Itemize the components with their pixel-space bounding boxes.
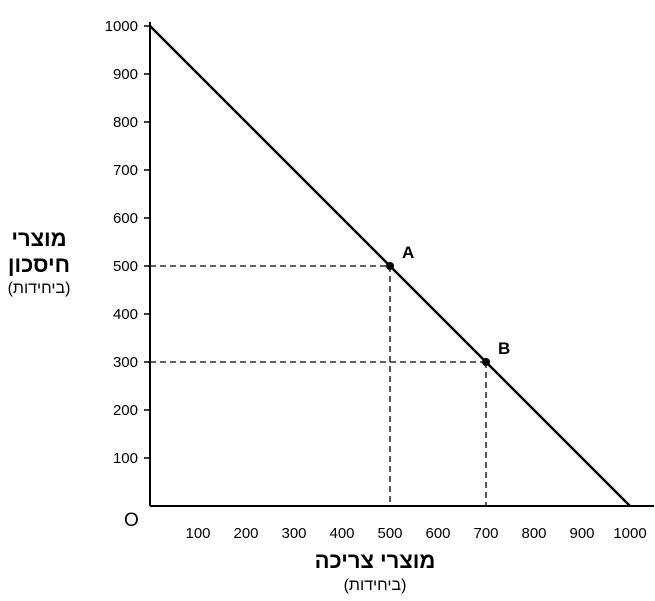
point-label: A xyxy=(402,243,414,262)
y-tick-label: 900 xyxy=(113,66,138,83)
x-tick-label: 400 xyxy=(329,525,354,542)
point-markers: AB xyxy=(386,243,510,366)
x-tick-label: 1000 xyxy=(613,525,646,542)
y-axis-label-line2: חיסכון xyxy=(7,252,71,277)
x-tick-label: 300 xyxy=(281,525,306,542)
x-tick-label: 700 xyxy=(473,525,498,542)
y-axis-unit: (ביחידות) xyxy=(7,280,71,297)
x-tick-label: 200 xyxy=(233,525,258,542)
y-axis-label-line1: מוצרי xyxy=(11,226,67,251)
x-tick-label: 600 xyxy=(425,525,450,542)
y-tick-label: 1000 xyxy=(105,18,138,35)
y-tick-label: 600 xyxy=(113,210,138,227)
x-tick-label: 100 xyxy=(185,525,210,542)
y-tick-label: 300 xyxy=(113,354,138,371)
y-tick-label: 800 xyxy=(113,114,138,131)
x-axis-label-text: מוצרי צריכה xyxy=(314,548,436,573)
y-tick-label: 500 xyxy=(113,258,138,275)
guide-lines xyxy=(150,265,487,506)
y-axis-label: מוצרי חיסכון (ביחידות) xyxy=(0,226,78,300)
x-axis-label: מוצרי צריכה (ביחידות) xyxy=(290,548,460,598)
y-tick-label: 200 xyxy=(113,402,138,419)
x-tick-label: 500 xyxy=(377,525,402,542)
axes: 100 200 300 400 500 600 700 800 900 1000 100 200 300… xyxy=(105,18,654,542)
x-tick-label: 800 xyxy=(521,525,546,542)
x-axis-unit: (ביחידות) xyxy=(343,577,407,594)
origin-label: O xyxy=(124,510,139,531)
y-tick-label: 100 xyxy=(113,450,138,467)
y-tick-label: 700 xyxy=(113,162,138,179)
point-marker xyxy=(386,262,394,270)
point-marker xyxy=(482,358,490,366)
point-label: B xyxy=(498,339,510,358)
x-tick-label: 900 xyxy=(569,525,594,542)
y-tick-label: 400 xyxy=(113,306,138,323)
